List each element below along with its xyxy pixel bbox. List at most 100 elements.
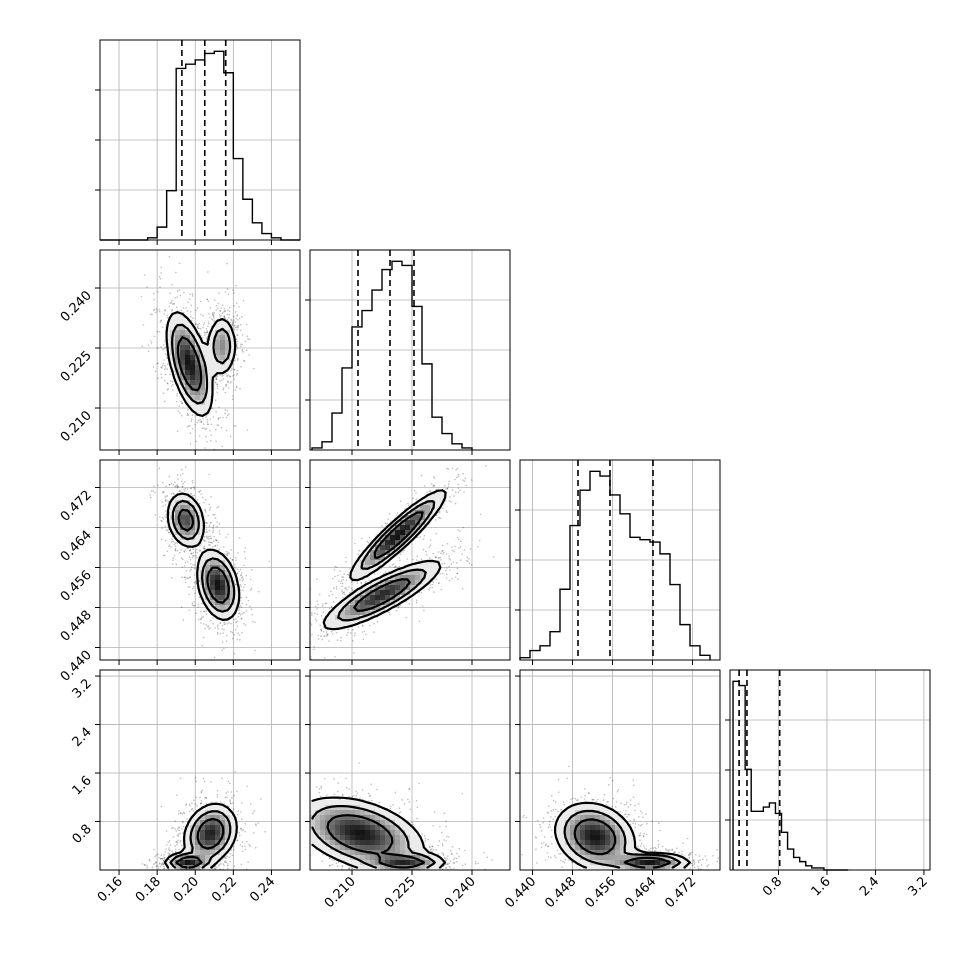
scatter-point bbox=[160, 538, 163, 541]
scatter-point bbox=[334, 575, 336, 578]
density-cell bbox=[215, 835, 221, 841]
scatter-point bbox=[215, 304, 218, 307]
density-cell bbox=[585, 850, 591, 856]
scatter-point bbox=[209, 541, 212, 544]
scatter-point bbox=[559, 859, 562, 862]
scatter-point bbox=[333, 793, 335, 796]
scatter-point bbox=[153, 292, 155, 295]
density-cell bbox=[210, 575, 216, 581]
scatter-point bbox=[485, 465, 487, 467]
scatter-point bbox=[441, 550, 443, 552]
scatter-point bbox=[446, 487, 449, 490]
scatter-point bbox=[188, 810, 191, 813]
density-cell bbox=[430, 860, 436, 866]
density-cell bbox=[415, 855, 421, 861]
scatter-point bbox=[161, 516, 164, 519]
scatter-point bbox=[623, 804, 626, 806]
scatter-point bbox=[341, 865, 343, 867]
scatter-point bbox=[588, 792, 590, 794]
scatter-point bbox=[353, 652, 355, 654]
scatter-point bbox=[461, 793, 464, 795]
scatter-point bbox=[563, 803, 566, 806]
density-cell bbox=[210, 355, 216, 361]
scatter-point bbox=[160, 857, 162, 860]
density-cell bbox=[330, 825, 336, 831]
scatter-point bbox=[165, 529, 168, 531]
scatter-point bbox=[341, 576, 343, 578]
density-cell bbox=[370, 580, 376, 586]
scatter-point bbox=[584, 794, 586, 797]
scatter-point bbox=[216, 796, 219, 798]
scatter-point bbox=[693, 866, 696, 868]
scatter-point bbox=[156, 347, 159, 349]
density-cell bbox=[175, 865, 181, 870]
density-cell bbox=[320, 830, 326, 836]
scatter-point bbox=[240, 827, 243, 830]
scatter-point bbox=[172, 540, 175, 543]
scatter-point bbox=[217, 424, 220, 426]
scatter-point bbox=[365, 580, 367, 583]
scatter-point bbox=[155, 864, 158, 867]
scatter-point bbox=[568, 765, 570, 768]
scatter-point bbox=[228, 622, 230, 624]
scatter-point bbox=[189, 586, 191, 588]
scatter-point bbox=[562, 860, 564, 863]
scatter-point bbox=[172, 483, 175, 486]
scatter-point bbox=[229, 860, 231, 863]
scatter-point bbox=[180, 549, 182, 551]
scatter-point bbox=[147, 344, 150, 347]
density-cell bbox=[195, 850, 201, 856]
scatter-point bbox=[232, 289, 234, 291]
density-cell bbox=[310, 820, 316, 826]
scatter-point bbox=[161, 365, 164, 367]
scatter-point bbox=[447, 485, 450, 488]
contour-line bbox=[322, 489, 447, 631]
scatter-point bbox=[178, 848, 180, 851]
scatter-point bbox=[429, 846, 431, 848]
scatter-point bbox=[438, 510, 441, 512]
scatter-point bbox=[395, 565, 397, 567]
scatter-point bbox=[160, 272, 163, 274]
scatter-point bbox=[233, 368, 235, 371]
scatter-point bbox=[461, 553, 463, 555]
scatter-point bbox=[236, 839, 238, 842]
scatter-point bbox=[474, 862, 477, 865]
scatter-point bbox=[160, 858, 163, 860]
scatter-point bbox=[162, 860, 165, 862]
scatter-point bbox=[325, 631, 328, 633]
scatter-point bbox=[192, 554, 194, 557]
density-cell bbox=[205, 395, 211, 401]
scatter-point bbox=[461, 588, 464, 590]
scatter-point bbox=[186, 818, 188, 820]
scatter-point bbox=[415, 492, 417, 494]
scatter-point bbox=[689, 867, 692, 870]
scatter-point bbox=[686, 837, 689, 840]
density-cell bbox=[590, 825, 596, 831]
scatter-point bbox=[236, 370, 239, 372]
density-cell bbox=[610, 855, 616, 861]
density-cell bbox=[400, 580, 406, 586]
scatter-point bbox=[203, 610, 205, 613]
scatter-point bbox=[445, 500, 447, 502]
density-cell bbox=[615, 835, 621, 841]
density-cell bbox=[220, 325, 226, 331]
density-cell bbox=[615, 825, 621, 831]
scatter-point bbox=[617, 789, 620, 791]
density-cell bbox=[185, 320, 191, 326]
scatter-point bbox=[190, 493, 192, 495]
scatter-point bbox=[314, 605, 317, 607]
scatter-point bbox=[554, 815, 556, 818]
density-cell bbox=[395, 575, 401, 581]
scatter-point bbox=[163, 854, 165, 856]
scatter-point bbox=[177, 474, 179, 476]
scatter-point bbox=[167, 383, 169, 385]
density-cell bbox=[595, 830, 601, 836]
scatter-point bbox=[234, 311, 237, 313]
scatter-point bbox=[550, 816, 552, 818]
density-cell bbox=[365, 830, 371, 836]
histogram-bin bbox=[630, 537, 640, 660]
scatter-point bbox=[358, 762, 361, 764]
scatter-point bbox=[141, 345, 144, 347]
scatter-point bbox=[164, 510, 167, 512]
scatter-point bbox=[342, 593, 344, 595]
